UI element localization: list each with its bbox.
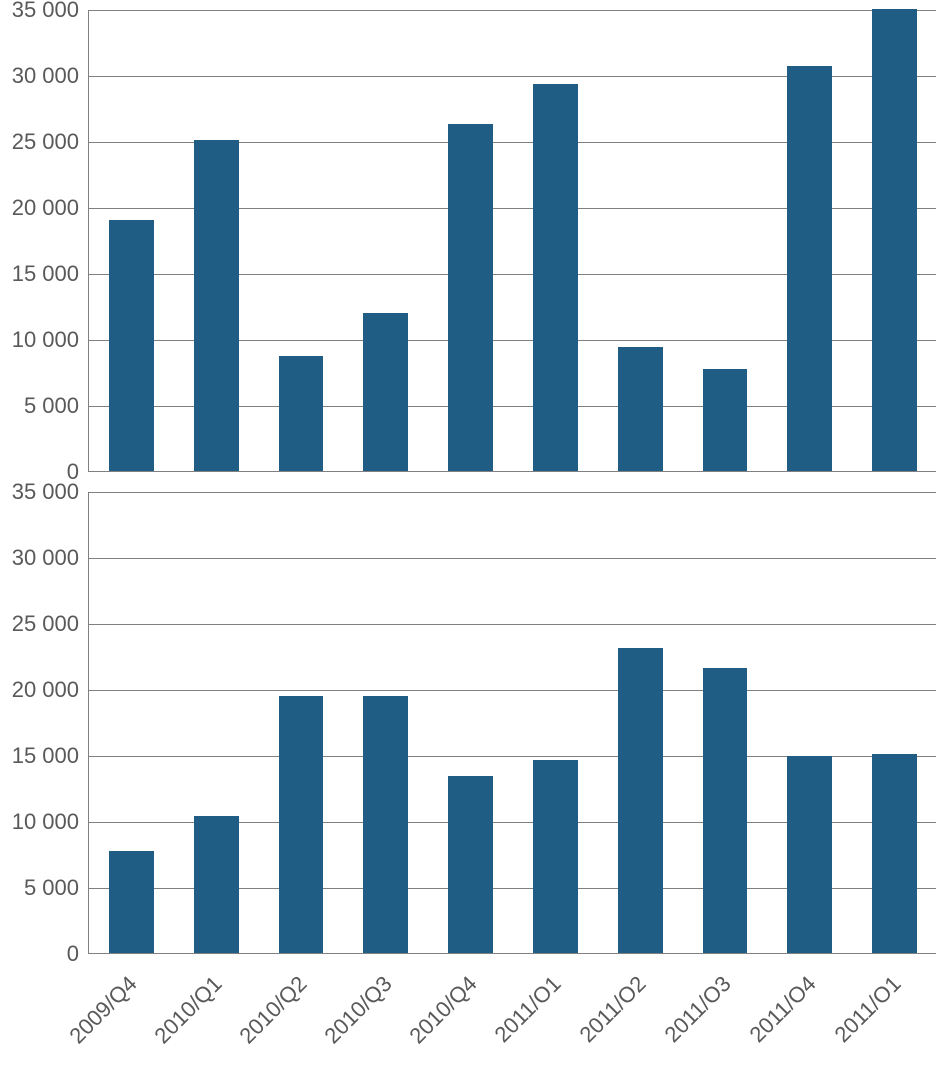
y-tick-label: 30 000 bbox=[9, 63, 79, 89]
bar bbox=[872, 9, 917, 471]
gridline bbox=[89, 10, 936, 11]
bar bbox=[533, 760, 578, 953]
x-tick-label: 2010/Q2 bbox=[234, 971, 312, 1049]
x-axis-labels: 2009/Q42010/Q12010/Q22010/Q32010/Q42011/… bbox=[88, 965, 936, 1086]
x-tick-label: 2011/O1 bbox=[490, 971, 567, 1048]
bar bbox=[703, 369, 748, 471]
bar bbox=[787, 756, 832, 953]
y-tick-label: 35 000 bbox=[9, 0, 79, 23]
x-tick-label: 2010/Q3 bbox=[319, 971, 397, 1049]
x-tick-label: 2009/Q4 bbox=[65, 971, 143, 1049]
x-tick-label: 2011/O3 bbox=[659, 971, 736, 1048]
y-tick-label: 10 000 bbox=[9, 327, 79, 353]
bar bbox=[618, 648, 663, 953]
bar bbox=[279, 356, 324, 471]
top-plot-area: 05 00010 00015 00020 00025 00030 00035 0… bbox=[88, 10, 936, 472]
gridline bbox=[89, 492, 936, 493]
bar bbox=[109, 851, 154, 953]
bar bbox=[279, 696, 324, 953]
chart-container: 0 5 000 10 000 15 000 20 000 25 000 30 000 35 0… bbox=[0, 0, 948, 1086]
bar bbox=[363, 696, 408, 953]
y-tick-label: 0 bbox=[9, 941, 79, 967]
bar bbox=[448, 124, 493, 471]
bar bbox=[109, 220, 154, 471]
y-tick-label: 35 000 bbox=[9, 479, 79, 505]
y-tick-label: 10 000 bbox=[9, 809, 79, 835]
bar bbox=[363, 313, 408, 471]
y-tick-label: 25 000 bbox=[9, 129, 79, 155]
y-tick-label: 20 000 bbox=[9, 677, 79, 703]
gridline bbox=[89, 690, 936, 691]
x-tick-label: 2010/Q4 bbox=[404, 971, 482, 1049]
bar bbox=[618, 347, 663, 471]
bar bbox=[533, 84, 578, 471]
bar bbox=[194, 140, 239, 471]
x-tick-label: 2011/O2 bbox=[575, 971, 652, 1048]
bar bbox=[448, 776, 493, 953]
bar bbox=[194, 816, 239, 953]
x-tick-label: 2011/O4 bbox=[744, 971, 821, 1048]
x-tick-label: 2010/Q1 bbox=[150, 971, 228, 1049]
y-tick-label: 15 000 bbox=[9, 743, 79, 769]
bar bbox=[872, 754, 917, 953]
y-tick-label: 5 000 bbox=[9, 393, 79, 419]
y-tick-label: 5 000 bbox=[9, 875, 79, 901]
bar bbox=[787, 66, 832, 471]
y-tick-label: 25 000 bbox=[9, 611, 79, 637]
x-tick-label: 2011/O1 bbox=[829, 971, 906, 1048]
y-tick-label: 15 000 bbox=[9, 261, 79, 287]
bottom-plot-area: 05 00010 00015 00020 00025 00030 00035 0… bbox=[88, 492, 936, 954]
bar bbox=[703, 668, 748, 953]
gridline bbox=[89, 624, 936, 625]
gridline bbox=[89, 558, 936, 559]
y-tick-label: 30 000 bbox=[9, 545, 79, 571]
y-tick-label: 20 000 bbox=[9, 195, 79, 221]
